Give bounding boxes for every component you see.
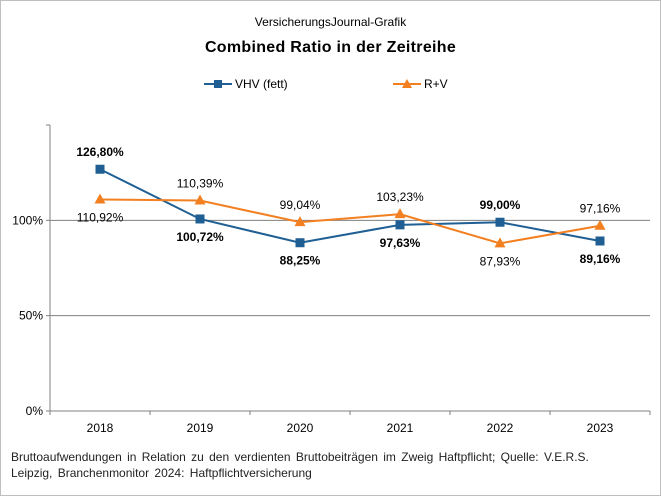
- data-label-rv: 110,39%: [177, 177, 224, 191]
- data-point-rv: [294, 216, 306, 227]
- footnote-line-1: Bruttoaufwendungen in Relation zu den ve…: [11, 450, 589, 464]
- y-tick-label: 50%: [19, 309, 43, 323]
- y-tick-label: 100%: [12, 213, 43, 227]
- data-point-vhv: [395, 220, 405, 230]
- x-tick-label: 2022: [487, 421, 514, 435]
- series-line-rv: [99, 198, 601, 245]
- data-label-rv: 99,04%: [280, 198, 321, 212]
- footnote: Bruttoaufwendungen in Relation zu den ve…: [11, 449, 651, 481]
- x-tick-label: 2020: [287, 421, 314, 435]
- legend-label-rv: R+V: [424, 77, 448, 91]
- x-tick-label: 2019: [187, 421, 214, 435]
- chart-title: Combined Ratio in der Zeitreihe: [204, 39, 457, 56]
- data-label-rv: 87,93%: [480, 254, 521, 268]
- data-point-rv: [594, 219, 606, 230]
- y-tick-label: 0%: [26, 404, 44, 418]
- footnote-line-2: Leipzig, Branchenmonitor 2024: Haftpflic…: [11, 466, 312, 480]
- data-point-rv: [194, 194, 206, 205]
- legend-label-vhv: VHV (fett): [235, 77, 288, 91]
- data-point-vhv: [295, 238, 305, 248]
- x-tick-label: 2023: [587, 421, 614, 435]
- data-point-rv: [394, 208, 406, 219]
- data-label-vhv: 100,72%: [176, 230, 224, 244]
- data-label-rv: 97,16%: [580, 202, 621, 216]
- data-point-vhv: [495, 217, 505, 227]
- data-label-vhv: 99,00%: [480, 198, 521, 212]
- legend-item-vhv: VHV (fett): [204, 77, 288, 91]
- data-label-rv: 110,92%: [77, 211, 124, 225]
- data-point-rv: [494, 237, 506, 248]
- data-point-vhv: [95, 164, 105, 174]
- line-chart: 0% 50% 100% 2018 2019 2020 2021 2022 2023 126,80%…: [12, 124, 651, 435]
- data-label-vhv: 88,25%: [280, 254, 321, 268]
- data-label-vhv: 126,80%: [76, 145, 124, 159]
- data-label-rv: 103,23%: [376, 190, 424, 204]
- data-point-vhv: [195, 214, 205, 224]
- data-label-vhv: 97,63%: [380, 236, 421, 250]
- source-label: VersicherungsJournal-Grafik: [254, 15, 407, 29]
- legend-item-rv: R+V: [393, 77, 448, 91]
- data-label-vhv: 89,16%: [580, 252, 621, 266]
- series-line-vhv: [99, 168, 601, 244]
- legend-marker-square-icon: [204, 80, 232, 88]
- data-point-rv: [94, 193, 106, 204]
- legend-marker-triangle-icon: [393, 79, 421, 88]
- x-tick-label: 2021: [387, 421, 414, 435]
- x-tick-label: 2018: [87, 421, 114, 435]
- legend: VHV (fett) R+V: [1, 77, 660, 93]
- data-point-vhv: [595, 236, 605, 246]
